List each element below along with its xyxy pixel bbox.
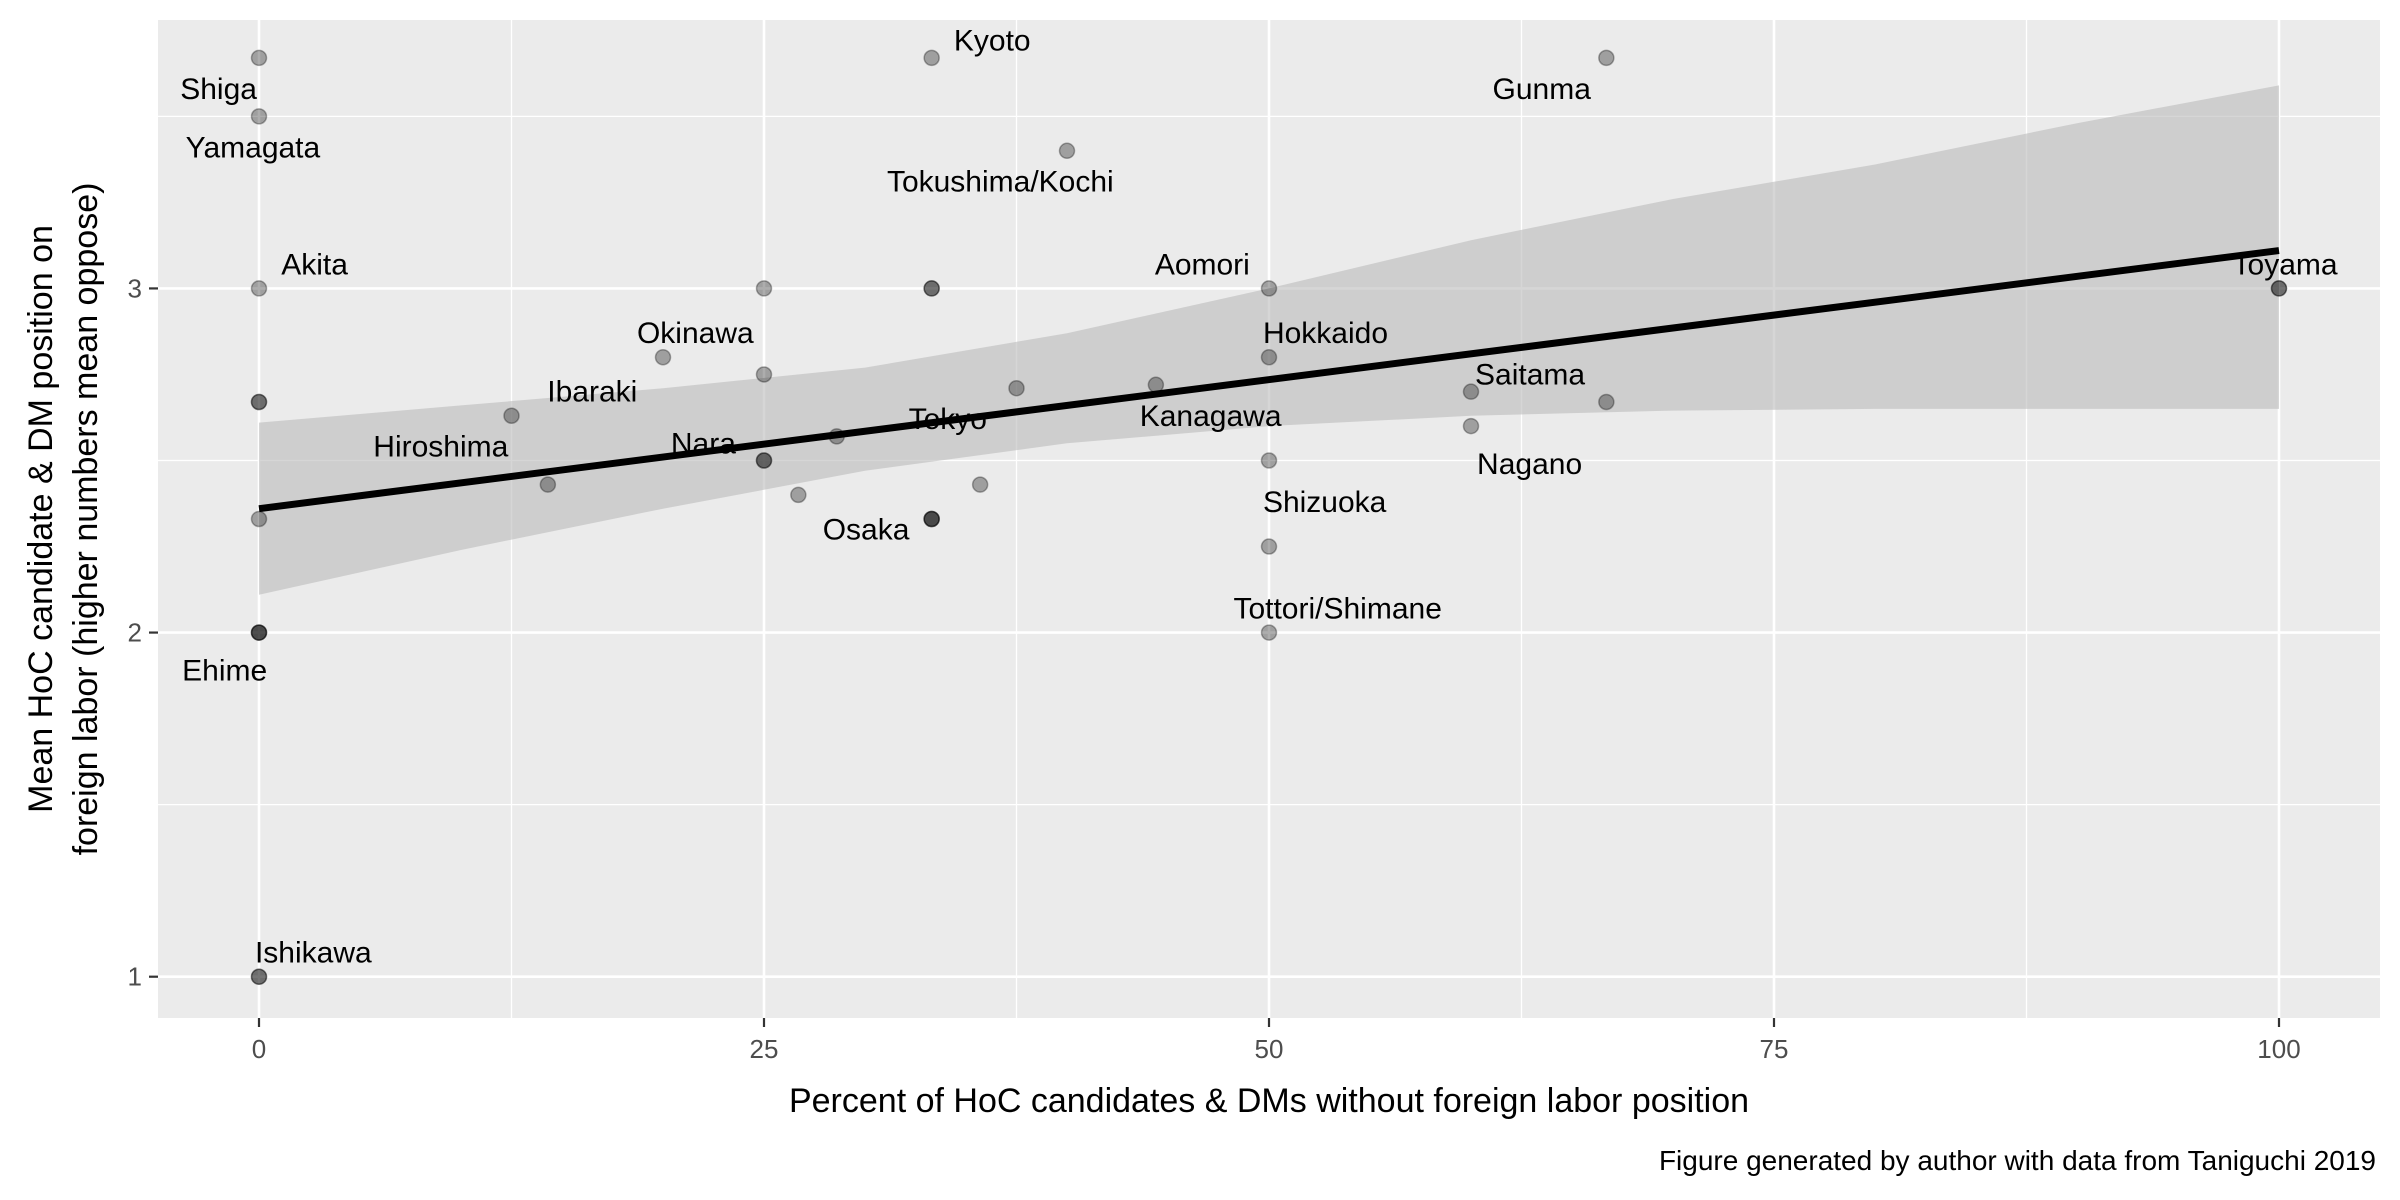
data-point xyxy=(250,49,268,67)
data-point xyxy=(250,968,268,985)
tick-labels: 0 25 50 75 100 1 2 3 xyxy=(128,273,2301,1064)
data-point xyxy=(2270,280,2288,297)
data-point xyxy=(250,280,268,297)
point-label: Hokkaido xyxy=(1263,317,1388,350)
data-point xyxy=(250,624,268,641)
data-point xyxy=(923,280,940,297)
point-label: Tottori/Shimane xyxy=(1233,592,1441,625)
point-label: Ibaraki xyxy=(547,376,637,409)
data-point xyxy=(2270,280,2288,297)
data-point xyxy=(755,280,773,297)
point-label: Toyama xyxy=(2233,248,2338,281)
x-axis-title: Percent of HoC candidates & DMs without … xyxy=(789,1082,1749,1120)
point-label: Nagano xyxy=(1477,448,1582,481)
y-axis-title-line1: Mean HoC candidate & DM position on xyxy=(22,225,60,813)
data-point xyxy=(539,476,557,493)
data-point xyxy=(1260,624,1278,641)
confidence-ribbon xyxy=(259,85,2279,595)
point-label: Nara xyxy=(671,427,736,460)
data-point xyxy=(250,393,268,411)
y-axis-title-line2: foreign labor (higher numbers mean oppos… xyxy=(67,183,105,856)
point-label: Gunma xyxy=(1493,73,1592,106)
x-tick-label: 100 xyxy=(2257,1034,2300,1064)
point-label: Osaka xyxy=(823,513,910,546)
data-point xyxy=(503,407,520,425)
data-point xyxy=(1058,142,1076,160)
data-point xyxy=(1260,538,1278,555)
point-labels: Kyoto Shiga Gunma Yamagata Tokushima/Kochi Ak… xyxy=(180,25,2338,970)
data-point xyxy=(755,366,773,383)
data-point xyxy=(654,349,672,366)
point-label: Okinawa xyxy=(637,317,754,350)
axis-ticks xyxy=(149,287,2281,1027)
data-point xyxy=(1462,417,1480,435)
point-label: Shiga xyxy=(180,73,257,106)
point-label: Hiroshima xyxy=(373,431,508,464)
data-point xyxy=(250,108,268,125)
data-point xyxy=(1260,452,1278,469)
data-point xyxy=(1462,383,1480,400)
data-point xyxy=(250,510,268,528)
data-point xyxy=(923,510,940,528)
data-point xyxy=(250,624,268,641)
data-point xyxy=(250,624,268,641)
data-point xyxy=(1598,393,1615,411)
y-tick-label: 1 xyxy=(128,962,142,992)
point-label: Tokushima/Kochi xyxy=(887,166,1114,199)
x-tick-label: 75 xyxy=(1760,1034,1789,1064)
point-label: Kanagawa xyxy=(1140,400,1282,433)
point-label: Shizuoka xyxy=(1263,486,1387,519)
y-tick-label: 2 xyxy=(128,618,142,648)
data-point xyxy=(755,452,773,469)
point-label: Yamagata xyxy=(186,131,321,164)
data-point xyxy=(923,280,940,297)
data-point xyxy=(755,452,773,469)
y-tick-label: 3 xyxy=(128,273,142,303)
data-point xyxy=(971,476,989,493)
data-point xyxy=(923,510,940,528)
data-point xyxy=(1260,280,1278,297)
data-point xyxy=(250,393,268,411)
point-label: Ishikawa xyxy=(255,937,372,970)
x-tick-label: 25 xyxy=(750,1034,779,1064)
data-point xyxy=(923,49,940,67)
data-point xyxy=(790,486,807,504)
data-point xyxy=(1260,349,1278,366)
x-tick-label: 50 xyxy=(1255,1034,1284,1064)
point-label: Aomori xyxy=(1155,248,1250,281)
regression-line xyxy=(258,247,2280,513)
point-label: Tokyo xyxy=(909,403,987,436)
x-tick-label: 0 xyxy=(252,1034,266,1064)
data-point xyxy=(1008,379,1025,397)
figure-caption: Figure generated by author with data fro… xyxy=(1659,1145,2376,1176)
point-label: Akita xyxy=(281,248,348,281)
point-label: Saitama xyxy=(1475,358,1585,391)
point-label: Kyoto xyxy=(954,25,1031,58)
data-point xyxy=(923,510,940,528)
data-points xyxy=(250,49,2288,985)
data-point xyxy=(1598,49,1615,67)
data-point xyxy=(250,968,268,985)
point-label: Ehime xyxy=(182,654,267,687)
